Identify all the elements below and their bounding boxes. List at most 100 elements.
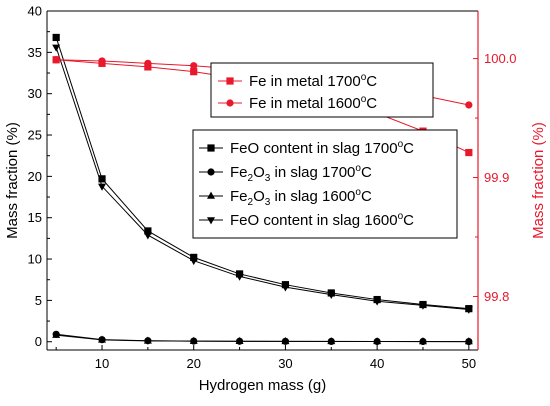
legend-superscript: o [361,72,367,83]
marker-circle [190,62,198,70]
legend-text-part: C [403,212,414,229]
legend-label: Fe in metal 1600oC [249,94,377,112]
legend-label: Fe in metal 1700oC [249,72,377,90]
legend-text-part: Fe [230,164,248,181]
marker-circle [465,101,473,109]
legend-superscript: o [355,187,361,198]
x-axis-title: Hydrogen mass (g) [199,377,327,394]
legend-text-part: in slag 1600 [270,188,355,205]
series-line [56,334,469,343]
legend-superscript: o [398,139,404,150]
series-1 [52,330,473,346]
x-tick-label: 10 [95,356,109,371]
y-left-tick-label: 10 [28,252,42,267]
marker-triangle-down [98,183,107,191]
series-2 [52,330,473,345]
marker-triangle-down [464,306,473,314]
legend-text-part: O [253,164,265,181]
legend-text-part: O [253,188,265,205]
y-left-axis-title: Mass fraction (%) [4,122,21,239]
marker-square [465,148,473,157]
legend-text-part: C [366,73,377,90]
y-left-tick-label: 25 [28,128,42,143]
marker-triangle-down [189,258,198,266]
y-left-tick-label: 40 [28,4,42,19]
marker-circle [144,59,152,67]
legend-text-part: C [403,140,414,157]
marker-triangle-up [189,336,198,344]
legend-superscript: o [361,94,367,105]
marker-square [190,253,198,261]
legend-text-part: FeO content in slag 1700 [230,140,398,157]
legend-superscript: o [355,163,361,174]
marker-square [52,33,60,42]
marker-triangle-up [235,336,244,345]
legend-superscript: o [398,211,404,222]
marker-triangle-down [327,291,336,300]
y-left-tick-label: 5 [35,293,42,308]
legend-subscript: 2 [248,173,254,184]
marker-triangle-up [281,337,290,345]
marker-triangle-down [235,273,244,281]
legend-text-part: C [366,95,377,112]
y-right-tick-label: 100.0 [484,51,517,66]
legend-lower-box [192,129,458,239]
marker-square [144,227,152,235]
y-left-tick-label: 0 [35,334,42,349]
legend-subscript: 3 [265,197,271,208]
marker-square [207,144,215,152]
legend-text-part: in slag 1700 [270,164,355,181]
legend-text-part: FeO content in slag 1600 [230,212,398,229]
legend-label: FeO content in slag 1600oC [230,211,414,229]
y-right-tick-label: 99.9 [484,170,509,185]
x-tick-label: 40 [370,356,384,371]
series-3 [52,44,473,314]
marker-triangle-up [418,337,427,345]
marker-triangle-up [143,336,152,344]
legend-subscript: 3 [265,173,271,184]
legend-text-part: Fe in metal 1700 [249,73,361,90]
marker-square [226,77,234,85]
y-left-tick-label: 20 [28,169,42,184]
legend-upper-box [210,62,434,118]
x-tick-label: 50 [462,356,476,371]
marker-square [190,68,198,76]
marker-triangle-down [281,284,290,292]
legend-label: Fe2O3 in slag 1700oC [230,163,372,184]
y-left-tick-label: 35 [28,45,42,60]
marker-triangle-down [373,298,382,306]
y-left-tick-label: 30 [28,86,42,101]
axes-group: 10 20 30 40 50 0 5 10 15 20 25 30 35 40 99.8 99.9 100.0 H… [4,4,547,395]
marker-triangle-up [207,191,215,199]
marker-triangle-down [207,217,215,225]
marker-circle [207,168,215,176]
legend-text-part: Fe in metal 1600 [249,95,361,112]
marker-circle [226,99,234,107]
marker-triangle-down [143,232,152,240]
y-right-axis-title: Mass fraction (%) [530,122,547,239]
legend-text-part: C [361,188,372,205]
marker-square [98,175,106,183]
y-right-tick-label: 99.8 [484,289,509,304]
marker-triangle-up [327,337,336,345]
marker-circle [98,57,106,65]
marker-triangle-up [464,337,473,345]
legend-label: Fe2O3 in slag 1600oC [230,187,372,208]
y-left-tick-label: 15 [28,210,42,225]
legend-text-part: Fe [230,188,248,205]
marker-triangle-up [98,335,107,343]
legend-text-part: C [361,164,372,181]
series-line [55,37,469,310]
x-tick-label: 30 [278,356,292,371]
marker-triangle-down [418,302,427,310]
legend-label: FeO content in slag 1700oC [230,139,414,157]
marker-circle [52,56,60,64]
marker-triangle-up [52,330,61,338]
marker-triangle-up [373,337,382,345]
legend-subscript: 2 [248,197,254,208]
x-tick-label: 20 [186,356,200,371]
